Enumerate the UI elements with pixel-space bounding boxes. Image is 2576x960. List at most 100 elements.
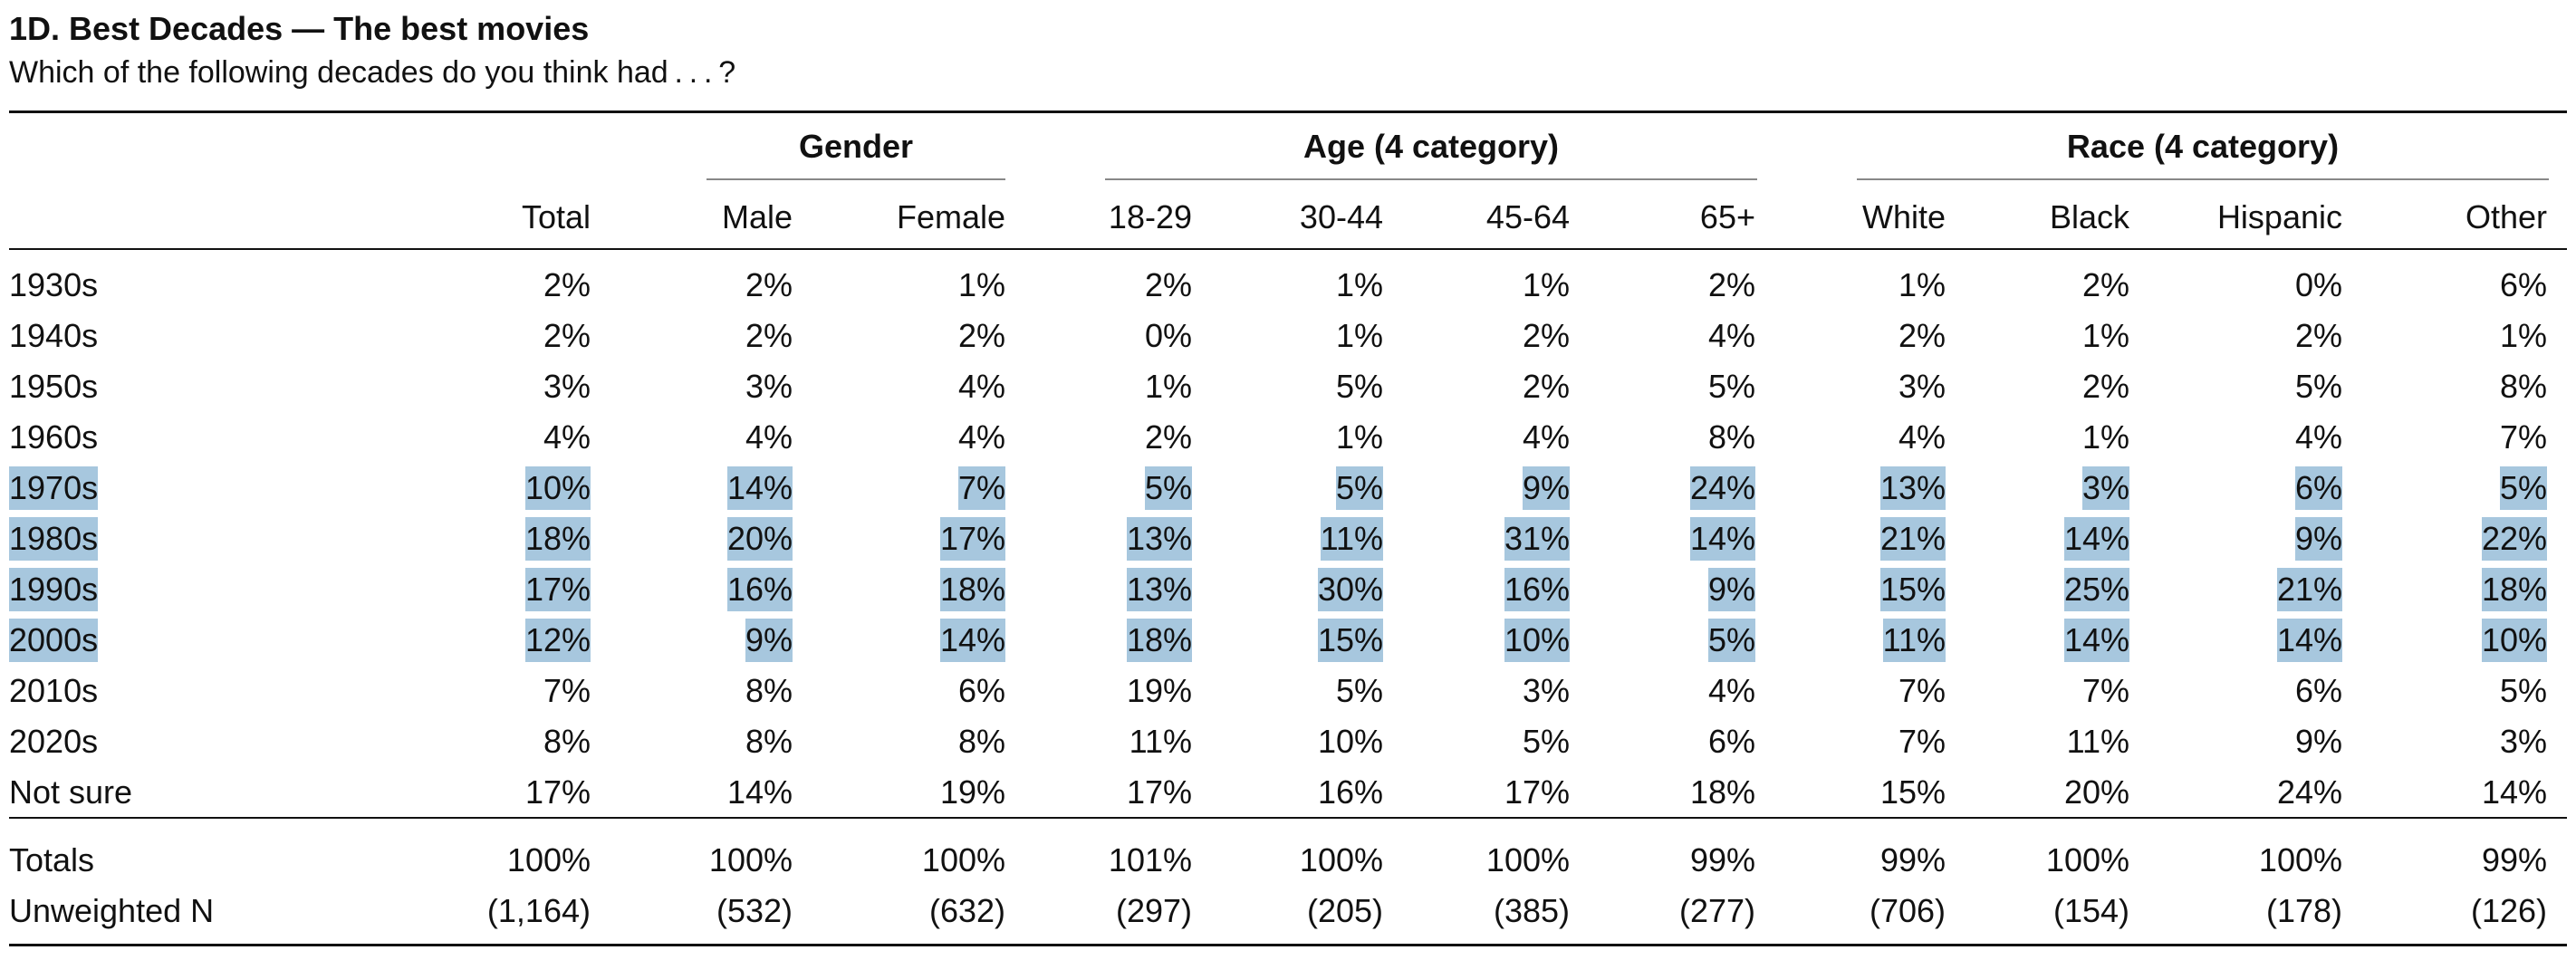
table-cell-male: 14% [726,773,793,811]
table-cell-black: 1% [2081,317,2129,354]
table-cell-age-30-44: 16% [1317,773,1383,811]
table-cell-black: 14% [2063,619,2129,662]
table-cell-age-30-44: 5% [1335,672,1383,709]
table-cell-other: 8% [2499,368,2547,405]
table-cell-total: 17% [524,568,591,611]
row-label: Not sure [9,773,133,811]
footer-cell-black: (154) [2052,892,2129,929]
table-cell-hispanic: 6% [2294,672,2342,709]
table-cell-age-30-44: 10% [1317,723,1383,760]
table-cell-other: 1% [2499,317,2547,354]
table-cell-age-18-29: 2% [1144,418,1192,456]
footer-cell-total: 100% [506,841,591,878]
footer-cell-female: 100% [921,841,1005,878]
table-title: 1D. Best Decades — The best movies [9,10,590,47]
table-cell-age-45-64: 10% [1504,619,1570,662]
bottom-rule [9,944,2567,946]
table-cell-black: 1% [2081,418,2129,456]
table-cell-male: 8% [745,723,793,760]
table-cell-total: 17% [524,773,591,811]
table-cell-female: 4% [957,418,1005,456]
table-cell-total: 3% [543,368,591,405]
table-cell-age-65-plus: 14% [1689,517,1755,561]
table-cell-male: 4% [745,418,793,456]
table-cell-age-45-64: 4% [1522,418,1570,456]
table-cell-female: 6% [957,672,1005,709]
footer-row-label: Unweighted N [9,892,215,929]
table-cell-age-30-44: 5% [1335,466,1383,510]
table-cell-male: 8% [745,672,793,709]
table-cell-age-30-44: 15% [1317,619,1383,662]
table-cell-age-65-plus: 24% [1689,466,1755,510]
group-header-age: Age (4 category) [1302,128,1560,165]
table-cell-age-18-29: 1% [1144,368,1192,405]
table-cell-age-18-29: 19% [1126,672,1192,709]
totals-rule [9,817,2567,819]
table-cell-age-45-64: 31% [1504,517,1570,561]
table-cell-male: 20% [726,517,793,561]
table-cell-age-65-plus: 18% [1689,773,1755,811]
table-cell-white: 2% [1898,317,1946,354]
table-cell-age-30-44: 1% [1335,418,1383,456]
table-cell-male: 16% [726,568,793,611]
table-subtitle: Which of the following decades do you th… [9,55,736,90]
row-label: 1940s [9,317,99,354]
table-cell-other: 3% [2499,723,2547,760]
column-header-female: Female [896,198,1005,235]
column-header-white: White [1861,198,1946,235]
footer-row-label: Totals [9,841,95,878]
table-cell-black: 2% [2081,368,2129,405]
table-cell-white: 1% [1898,266,1946,303]
table-cell-other: 10% [2481,619,2547,662]
table-cell-white: 11% [1882,619,1946,662]
group-rule-age [1105,178,1757,180]
table-cell-hispanic: 5% [2294,368,2342,405]
table-cell-age-18-29: 11% [1129,723,1192,760]
table-cell-age-65-plus: 4% [1707,672,1755,709]
table-cell-white: 4% [1898,418,1946,456]
table-cell-age-18-29: 17% [1126,773,1192,811]
row-label: 1930s [9,266,99,303]
table-cell-age-18-29: 5% [1144,466,1192,510]
table-cell-hispanic: 14% [2276,619,2342,662]
table-cell-female: 2% [957,317,1005,354]
table-cell-female: 7% [957,466,1005,510]
row-label: 2020s [9,723,99,760]
row-label: 1970s [9,466,99,510]
column-header-age-65-plus: 65+ [1699,198,1755,235]
table-cell-age-65-plus: 2% [1707,266,1755,303]
row-label: 1980s [9,517,99,561]
row-label: 1960s [9,418,99,456]
table-cell-white: 15% [1879,568,1946,611]
table-cell-total: 2% [543,317,591,354]
table-cell-total: 10% [524,466,591,510]
top-rule [9,110,2567,113]
table-cell-black: 7% [2081,672,2129,709]
table-cell-age-45-64: 17% [1504,773,1570,811]
table-cell-male: 2% [745,266,793,303]
table-cell-age-18-29: 18% [1126,619,1192,662]
table-cell-black: 11% [2066,723,2129,760]
table-cell-total: 8% [543,723,591,760]
table-cell-hispanic: 24% [2276,773,2342,811]
footer-cell-age-18-29: 101% [1108,841,1192,878]
column-header-other: Other [2465,198,2547,235]
column-header-total: Total [521,198,591,235]
table-cell-total: 4% [543,418,591,456]
table-cell-white: 7% [1898,672,1946,709]
footer-cell-male: (532) [716,892,793,929]
footer-cell-age-45-64: (385) [1493,892,1570,929]
table-cell-hispanic: 9% [2294,723,2342,760]
row-label: 1990s [9,568,99,611]
footer-cell-white: (706) [1869,892,1946,929]
table-cell-other: 6% [2499,266,2547,303]
footer-cell-hispanic: 100% [2258,841,2342,878]
table-cell-white: 3% [1898,368,1946,405]
table-cell-hispanic: 9% [2294,517,2342,561]
table-cell-hispanic: 2% [2294,317,2342,354]
footer-cell-age-30-44: (205) [1306,892,1383,929]
table-cell-female: 4% [957,368,1005,405]
table-cell-male: 2% [745,317,793,354]
row-label: 2010s [9,672,99,709]
table-cell-age-45-64: 9% [1522,466,1570,510]
